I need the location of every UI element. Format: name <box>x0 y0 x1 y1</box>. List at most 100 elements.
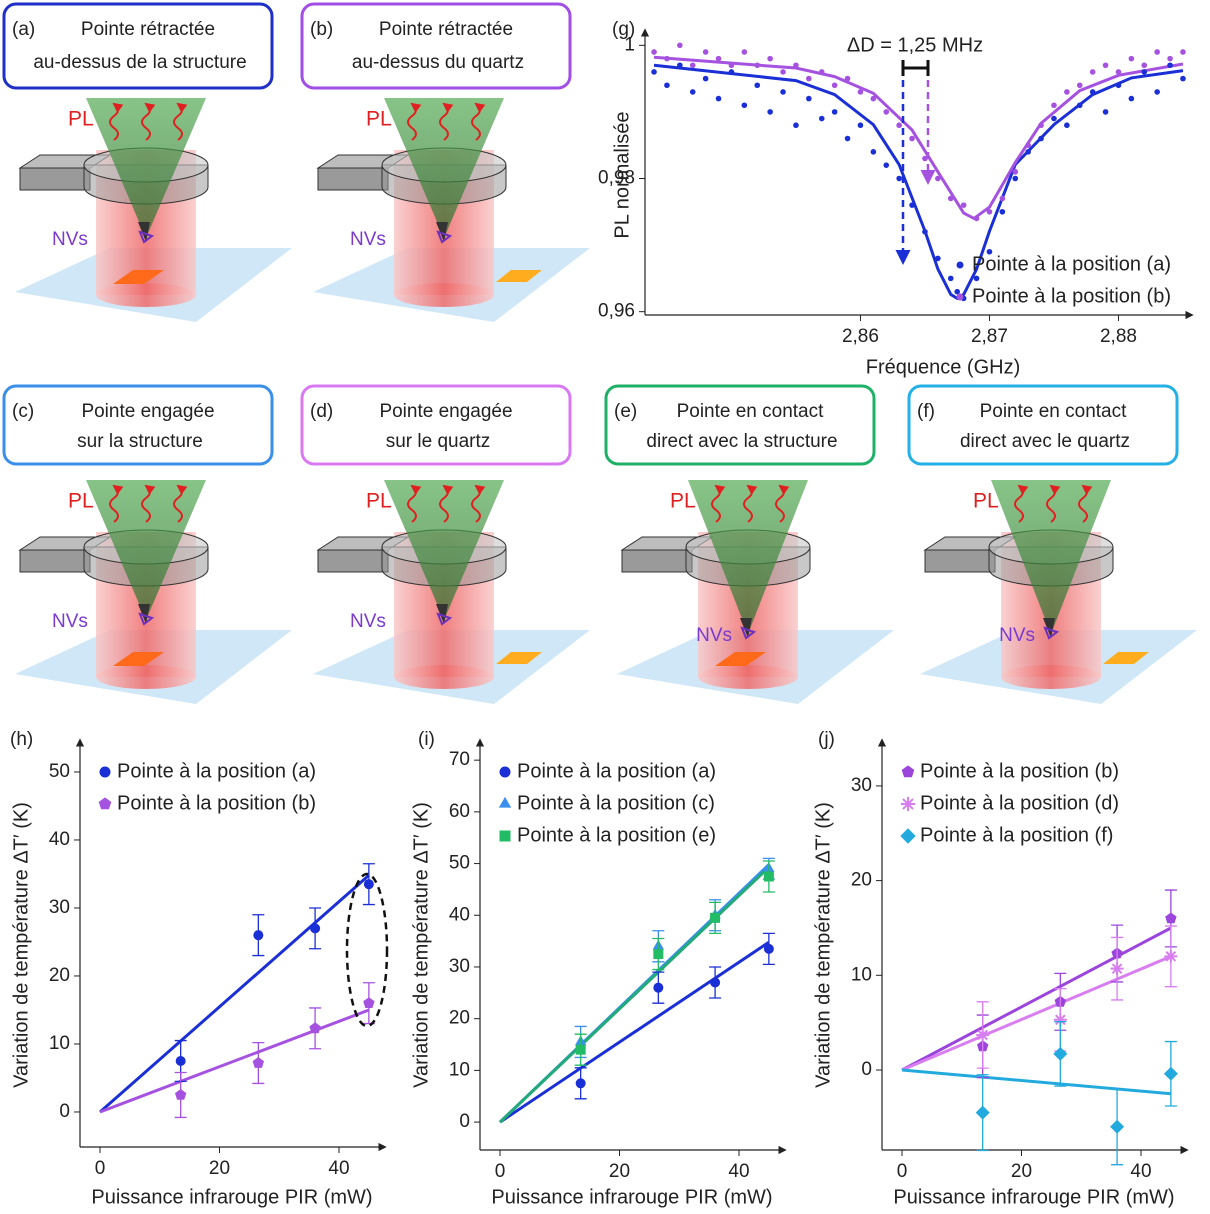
data-point <box>1110 1119 1125 1134</box>
laser-beam-base <box>394 665 494 689</box>
data-point <box>689 62 696 69</box>
caption-box <box>2 384 274 466</box>
cantilever-front <box>621 549 693 573</box>
data-point <box>986 248 993 255</box>
data-point <box>1180 49 1186 55</box>
data-point <box>1064 122 1070 129</box>
caption-line: direct avec le quartz <box>960 431 1130 452</box>
data-point <box>1163 1066 1178 1081</box>
caption-box <box>604 384 876 466</box>
laser-beam-base <box>394 283 494 307</box>
data-point <box>1167 62 1173 69</box>
data-point <box>954 288 961 295</box>
pl-arrow <box>141 102 156 141</box>
pad <box>1103 652 1149 664</box>
legend-marker <box>900 828 916 844</box>
legend-label: Pointe à la position (a) <box>972 253 1171 275</box>
data-point <box>806 95 812 102</box>
data-point <box>793 62 799 69</box>
caption-tag: (e) <box>614 401 637 422</box>
y-tick-label: 30 <box>851 775 872 796</box>
nv-marker <box>436 612 453 626</box>
laser-beam-base <box>96 665 196 689</box>
data-point <box>651 49 657 55</box>
data-point <box>702 49 709 55</box>
data-point <box>710 977 721 988</box>
x-tick-label: 20 <box>609 1161 630 1182</box>
caption-line: Pointe en contact <box>980 401 1128 422</box>
y-tick-label: 10 <box>851 964 872 985</box>
data-point <box>909 202 915 208</box>
data-point <box>767 109 773 115</box>
fit-line <box>653 55 1184 221</box>
caption-tag: (c) <box>12 401 34 422</box>
nvs-label: NVs <box>52 229 88 250</box>
nv-marker <box>1043 626 1060 640</box>
y-tick-label: 70 <box>449 749 470 770</box>
data-point <box>1128 55 1135 62</box>
data-point <box>947 195 954 202</box>
data-point <box>818 69 825 75</box>
data-point <box>806 75 812 82</box>
data-point <box>575 1044 586 1055</box>
data-point <box>1089 89 1096 95</box>
data-point <box>653 949 664 960</box>
caption-tag: (d) <box>310 401 333 422</box>
data-point <box>1053 1013 1067 1027</box>
x-tick-label: 40 <box>1130 1161 1151 1182</box>
data-point <box>1180 75 1186 82</box>
data-point <box>1064 89 1070 95</box>
legend-label: Pointe à la position (b) <box>117 792 316 814</box>
data-point <box>702 75 709 82</box>
tip <box>138 222 150 242</box>
pl-label: PL <box>670 490 696 513</box>
caption-tag: (a) <box>12 19 35 40</box>
data-point <box>1165 912 1177 924</box>
pad <box>113 270 164 284</box>
x-tick-label: 2,86 <box>842 326 879 347</box>
data-point <box>1012 175 1019 182</box>
data-point <box>1076 82 1083 89</box>
y-tick-label: 30 <box>449 956 470 977</box>
excitation-cone <box>86 98 206 238</box>
caption-line: sur la structure <box>77 431 203 452</box>
data-point <box>844 135 851 142</box>
caption-line: Pointe engagée <box>379 401 512 422</box>
data-point <box>909 135 915 142</box>
data-point <box>651 69 657 75</box>
data-point <box>1012 169 1019 175</box>
caption-tag: (b) <box>310 19 333 40</box>
data-point <box>922 155 928 162</box>
data-point <box>896 175 902 182</box>
data-point <box>973 275 980 282</box>
data-point <box>664 82 670 89</box>
laser-beam-base <box>1001 665 1101 689</box>
y-tick-label: 10 <box>449 1059 470 1080</box>
data-point <box>1051 115 1057 122</box>
nvs-label: NVs <box>350 229 386 250</box>
pad <box>113 652 164 666</box>
data-point <box>767 55 773 62</box>
pl-arrow <box>711 484 726 523</box>
excitation-cone <box>991 480 1111 634</box>
data-point <box>741 49 748 55</box>
pl-label: PL <box>68 490 94 513</box>
data-point <box>1102 109 1109 115</box>
fit-line <box>901 1068 1172 1096</box>
data-point <box>1154 49 1160 55</box>
fit-line <box>901 926 1172 1072</box>
legend-marker <box>900 796 916 812</box>
x-axis-label: Puissance infrarouge PIR (mW) <box>491 1186 772 1208</box>
data-point <box>831 109 838 115</box>
data-point <box>363 997 375 1008</box>
data-point <box>922 228 928 235</box>
nvs-label: NVs <box>999 625 1035 646</box>
panel-label: (j) <box>818 729 835 750</box>
y-tick-label: 10 <box>49 1033 70 1054</box>
panel-label: (i) <box>418 729 435 750</box>
pl-arrow <box>1014 484 1029 523</box>
nv-marker <box>740 626 757 640</box>
tip <box>138 604 150 624</box>
pl-arrow <box>173 102 188 141</box>
data-point <box>780 89 786 95</box>
